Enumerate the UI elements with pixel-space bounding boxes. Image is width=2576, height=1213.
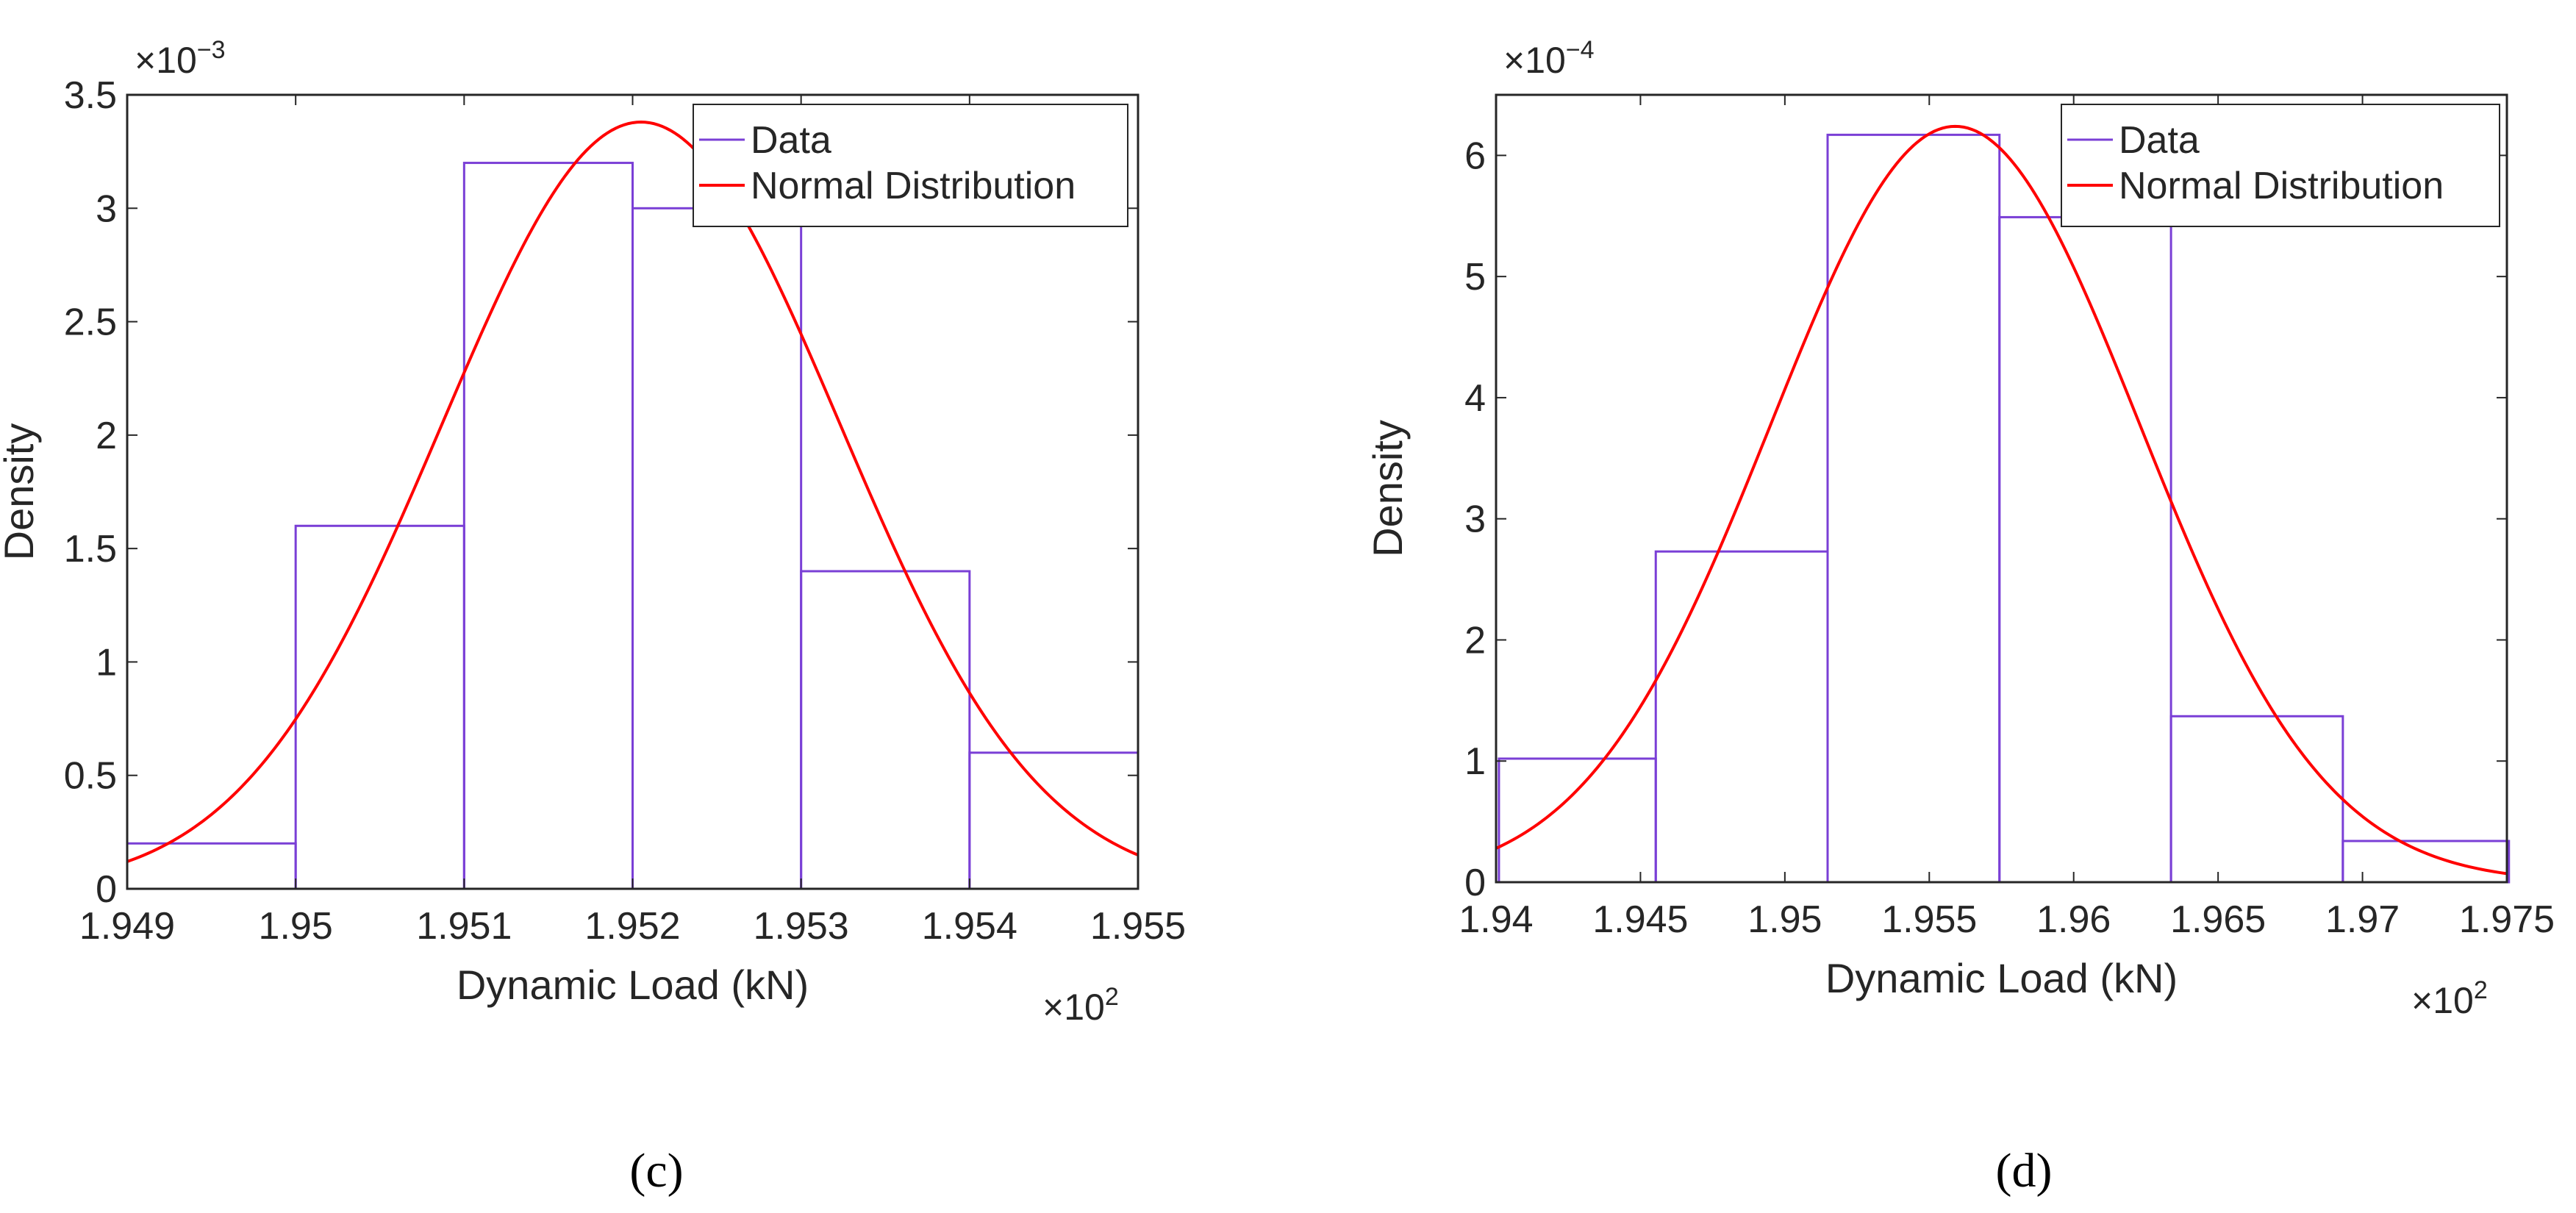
y-ticks-c: 0 0.5 1 1.5 2 2.5 3 3.5 [64,74,1138,911]
histogram-bar-c-6 [968,751,1139,890]
legend-fit-label-c: Normal Distribution [751,165,1076,207]
y-tick-label-c: 2 [96,415,117,457]
histogram-bar-d-6 [2341,840,2511,884]
normal-fit-curve-d [1495,124,2508,876]
x-axis-label-d: Dynamic Load (kN) [1825,955,2178,1001]
x-exponent-label-c: ×102 [1042,983,1119,1028]
legend-fit-label-d: Normal Distribution [2119,165,2444,207]
y-exponent-label-c: ×10−3 [135,36,226,81]
caption-d: (d) [1996,1144,2053,1198]
y-axis-label-d: Density [1364,420,1411,557]
normal-fit-curve-c [126,121,1139,863]
y-tick-label-c: 0 [96,868,117,911]
y-tick-label-d: 0 [1464,862,1486,904]
y-tick-label-c: 3 [96,187,117,230]
legend-data-label-d: Data [2119,119,2200,162]
histogram-bar-c-2 [294,524,465,890]
y-tick-label-c: 1 [96,641,117,684]
caption-c: (c) [629,1144,683,1198]
y-ticks-d: 0 1 2 3 4 5 6 [1464,135,2507,904]
data-histogram-c [126,162,1139,890]
x-tick-label-d: 1.965 [2170,898,2266,941]
y-tick-label-c: 1.5 [64,528,117,570]
y-tick-label-d: 2 [1464,619,1486,662]
x-tick-label-d: 1.96 [2036,898,2111,941]
axes-box-d [1495,93,2508,884]
x-tick-label-d: 1.975 [2459,898,2555,941]
x-tick-label-d: 1.94 [1459,898,1533,941]
y-tick-label-c: 2.5 [64,301,117,344]
y-tick-label-d: 1 [1464,740,1486,783]
histogram-bar-c-3 [462,162,634,890]
y-exponent-label-d: ×10−4 [1503,36,1595,81]
x-tick-label-c: 1.954 [922,905,1017,948]
x-tick-label-d: 1.95 [1747,898,1822,941]
histogram-panel-d: 1.94 1.945 1.95 1.955 1.96 1.965 1.97 1.975 0 1 2… [1364,36,2555,1021]
x-tick-label-d: 1.97 [2325,898,2400,941]
y-tick-label-d: 5 [1464,256,1486,298]
x-tick-label-c: 1.953 [754,905,849,948]
y-tick-label-c: 3.5 [64,74,117,117]
histogram-panel-c: 1.949 1.95 1.951 1.952 1.953 1.954 1.955 00.51… [0,36,1186,1028]
legend-c: Data Normal Distribution [693,104,1128,227]
x-ticks-c: 1.949 1.95 1.951 1.952 1.953 1.954 1.955 [79,95,1186,948]
x-tick-label-c: 1.949 [79,905,175,948]
histogram-bar-d-4 [1998,215,2172,884]
histogram-bar-d-1 [1498,757,1657,884]
y-tick-label-d: 6 [1464,135,1486,177]
legend-d: Data Normal Distribution [2061,104,2500,227]
x-tick-label-d: 1.955 [1881,898,1977,941]
y-tick-label-d: 3 [1464,498,1486,541]
histogram-bar-c-5 [800,570,971,890]
x-tick-label-c: 1.955 [1090,905,1186,948]
x-tick-label-d: 1.945 [1592,898,1688,941]
histogram-bar-c-4 [632,207,803,890]
x-tick-label-c: 1.951 [416,905,512,948]
histogram-bar-d-5 [2169,715,2344,884]
histogram-bar-d-2 [1654,550,1829,884]
x-tick-label-c: 1.952 [584,905,680,948]
x-axis-label-c: Dynamic Load (kN) [457,962,809,1008]
data-histogram-d [1498,133,2511,884]
x-exponent-label-d: ×102 [2411,976,2488,1021]
histogram-bar-d-3 [1826,133,2001,884]
legend-box-d [2061,104,2500,227]
y-tick-label-d: 4 [1464,377,1486,420]
legend-box-c [693,104,1128,227]
x-tick-label-c: 1.95 [259,905,333,948]
legend-data-label-c: Data [751,119,831,162]
x-ticks-d: 1.94 1.945 1.95 1.955 1.96 1.965 1.97 1.975 [1459,95,2555,941]
y-axis-label-c: Density [0,423,42,561]
y-tick-label-c: 0.5 [64,755,117,798]
